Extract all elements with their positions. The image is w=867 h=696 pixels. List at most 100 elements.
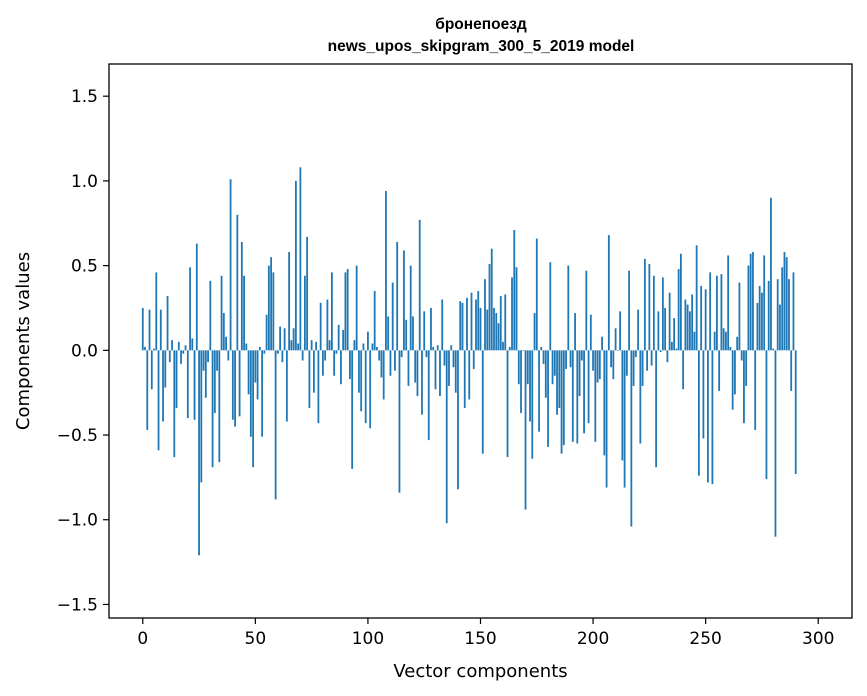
bar-9 bbox=[162, 350, 164, 422]
bar-216 bbox=[628, 270, 631, 351]
bar-265 bbox=[738, 282, 741, 351]
bar-135 bbox=[445, 350, 448, 524]
bar-171 bbox=[526, 350, 529, 385]
bar-73 bbox=[306, 236, 309, 351]
bar-55 bbox=[265, 314, 268, 351]
bar-198 bbox=[587, 350, 590, 424]
bar-162 bbox=[506, 350, 509, 458]
y-tick-label: −1.5 bbox=[57, 595, 98, 615]
bar-104 bbox=[376, 346, 378, 351]
bar-257 bbox=[720, 274, 723, 351]
bar-88 bbox=[340, 350, 342, 385]
y-tick-label: 1.0 bbox=[71, 172, 98, 192]
bar-180 bbox=[547, 350, 549, 447]
bar-253 bbox=[711, 350, 714, 485]
plot-frame bbox=[108, 63, 853, 619]
x-tick-label: 0 bbox=[137, 629, 148, 649]
bar-262 bbox=[731, 350, 734, 410]
bar-191 bbox=[571, 350, 574, 442]
bar-6 bbox=[155, 272, 158, 351]
bar-70 bbox=[299, 167, 302, 351]
bar-107 bbox=[382, 350, 385, 400]
bar-103 bbox=[373, 291, 376, 351]
bar-205 bbox=[603, 350, 606, 456]
bar-223 bbox=[643, 258, 646, 351]
bar-151 bbox=[481, 350, 484, 454]
bar-111 bbox=[391, 282, 394, 351]
bar-238 bbox=[677, 268, 680, 351]
bar-91 bbox=[346, 268, 349, 351]
bar-144 bbox=[466, 297, 468, 351]
bar-273 bbox=[756, 302, 759, 351]
bar-190 bbox=[569, 350, 572, 368]
bar-255 bbox=[716, 275, 718, 351]
bar-94 bbox=[353, 340, 356, 351]
bar-267 bbox=[743, 350, 745, 424]
bar-2 bbox=[146, 350, 149, 430]
bar-62 bbox=[281, 350, 284, 363]
bar-17 bbox=[180, 350, 182, 364]
bar-155 bbox=[490, 248, 493, 351]
bar-165 bbox=[513, 230, 516, 351]
bar-247 bbox=[697, 350, 700, 476]
bar-244 bbox=[691, 294, 694, 351]
bar-56 bbox=[267, 265, 270, 351]
bar-254 bbox=[713, 331, 716, 351]
bar-228 bbox=[655, 350, 658, 468]
bar-222 bbox=[641, 350, 644, 386]
bar-38 bbox=[227, 350, 230, 361]
bar-32 bbox=[213, 350, 216, 414]
bar-149 bbox=[477, 291, 480, 351]
bar-77 bbox=[315, 341, 318, 351]
bar-177 bbox=[540, 346, 543, 351]
bar-213 bbox=[621, 350, 624, 461]
bar-285 bbox=[783, 252, 786, 351]
bar-122 bbox=[416, 350, 419, 397]
bar-16 bbox=[177, 341, 180, 351]
bar-12 bbox=[168, 350, 171, 363]
bar-236 bbox=[673, 318, 676, 351]
bar-279 bbox=[770, 197, 772, 351]
bar-179 bbox=[544, 350, 547, 398]
bar-159 bbox=[499, 296, 502, 351]
bar-87 bbox=[337, 324, 340, 351]
bar-138 bbox=[452, 350, 455, 368]
bar-269 bbox=[747, 265, 750, 351]
bar-74 bbox=[308, 350, 311, 408]
x-axis-label: Vector components bbox=[393, 661, 567, 682]
bar-82 bbox=[326, 299, 329, 351]
bar-263 bbox=[734, 350, 736, 395]
bar-137 bbox=[450, 345, 453, 351]
x-tick-label: 250 bbox=[689, 629, 721, 649]
bar-192 bbox=[574, 313, 576, 351]
bar-136 bbox=[448, 350, 450, 386]
bar-173 bbox=[531, 350, 534, 459]
bar-81 bbox=[324, 350, 327, 361]
bar-157 bbox=[495, 313, 498, 351]
bar-72 bbox=[303, 275, 306, 351]
bar-212 bbox=[619, 311, 621, 351]
bar-287 bbox=[788, 279, 790, 351]
bar-95 bbox=[355, 265, 358, 351]
bar-58 bbox=[272, 272, 275, 351]
bar-106 bbox=[380, 350, 383, 378]
bar-93 bbox=[351, 350, 354, 469]
bar-105 bbox=[378, 350, 381, 361]
bar-248 bbox=[700, 285, 703, 351]
bar-270 bbox=[749, 253, 752, 351]
bar-249 bbox=[702, 350, 705, 439]
bar-280 bbox=[772, 348, 775, 351]
bar-101 bbox=[369, 350, 372, 429]
bar-46 bbox=[245, 343, 248, 351]
bar-71 bbox=[301, 350, 304, 361]
bar-156 bbox=[493, 307, 495, 351]
bar-215 bbox=[625, 350, 628, 376]
bar-197 bbox=[585, 270, 588, 351]
bar-164 bbox=[511, 277, 513, 351]
bar-132 bbox=[439, 350, 441, 397]
bar-150 bbox=[479, 307, 482, 351]
x-tick-label: 200 bbox=[577, 629, 609, 649]
bar-30 bbox=[209, 280, 212, 351]
bar-20 bbox=[186, 350, 189, 419]
